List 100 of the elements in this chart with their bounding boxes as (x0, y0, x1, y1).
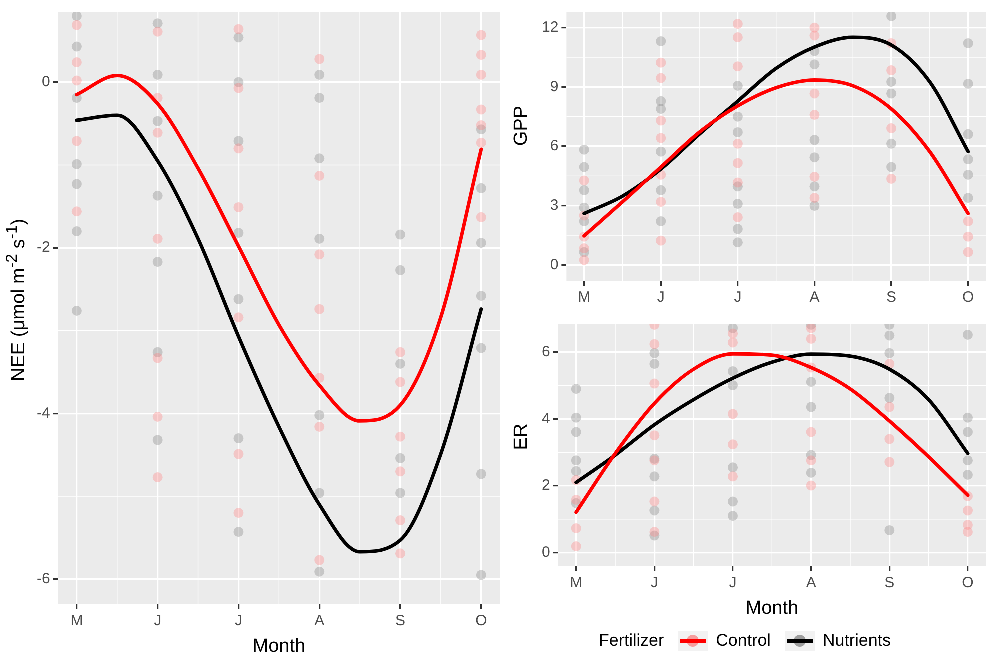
y-tick-label: 9 (550, 78, 559, 96)
point (656, 58, 666, 68)
point (806, 480, 816, 491)
point (152, 116, 163, 126)
point (806, 402, 816, 412)
y-tick-label: 12 (542, 18, 559, 36)
point (732, 80, 743, 91)
point (234, 434, 244, 444)
point (152, 70, 163, 80)
point (963, 193, 974, 204)
point (396, 377, 406, 388)
point (571, 427, 582, 438)
point (728, 409, 738, 420)
y-tick-label: -4 (36, 404, 50, 422)
point (396, 230, 406, 240)
point (728, 496, 738, 507)
point (72, 76, 82, 86)
point (476, 138, 486, 148)
y-tick-label: 0 (542, 544, 550, 561)
point (571, 541, 582, 552)
x-tick-label: J (657, 289, 665, 306)
x-tick-label: S (395, 612, 406, 630)
point (810, 60, 820, 70)
point (650, 496, 660, 507)
x-axis-title: Month (252, 636, 306, 657)
point (732, 199, 743, 210)
point (732, 224, 743, 234)
point (732, 127, 743, 138)
point (152, 472, 163, 482)
y-tick-label: -2 (36, 239, 50, 256)
point (810, 22, 820, 33)
y-tick-label: 0 (42, 74, 50, 91)
y-tick-label: 0 (550, 256, 559, 274)
point (579, 176, 590, 186)
x-tick-label: A (314, 612, 325, 630)
point (728, 380, 738, 390)
point (656, 216, 666, 226)
point (884, 434, 895, 444)
point (476, 291, 486, 302)
point (234, 527, 244, 538)
point (314, 70, 325, 80)
x-tick-label: O (476, 612, 488, 630)
x-tick-label: A (806, 574, 816, 592)
point (886, 12, 897, 22)
point (314, 170, 325, 181)
point (234, 294, 244, 304)
point (732, 158, 743, 168)
point (728, 366, 738, 376)
point (732, 178, 743, 188)
point (963, 78, 974, 89)
point (571, 384, 582, 394)
point (476, 50, 486, 60)
point (72, 159, 82, 170)
point (234, 202, 244, 212)
point (152, 435, 163, 446)
point (650, 339, 660, 350)
line-series (75, 114, 484, 554)
point (650, 527, 660, 538)
point (650, 430, 660, 441)
point (72, 20, 82, 30)
point (476, 469, 486, 480)
point (732, 212, 743, 223)
point (962, 427, 973, 438)
point (963, 247, 974, 258)
point (396, 548, 406, 559)
point (656, 236, 666, 246)
point (962, 506, 973, 516)
point (234, 449, 244, 460)
point (72, 12, 82, 22)
point (314, 304, 325, 314)
point (152, 234, 163, 244)
point (396, 359, 406, 370)
point (234, 508, 244, 518)
point (656, 197, 666, 208)
point (656, 185, 666, 196)
point (810, 152, 820, 163)
y-axis-title: GPP (511, 106, 533, 146)
point (72, 42, 82, 52)
point (656, 146, 666, 157)
point (728, 472, 738, 482)
point (728, 440, 738, 450)
x-tick-label: M (578, 289, 591, 306)
point (810, 172, 820, 182)
x-tick-label: M (570, 574, 583, 592)
x-tick-label: J (729, 574, 737, 592)
point (656, 73, 666, 84)
point (476, 238, 486, 248)
x-tick-label: S (884, 574, 895, 592)
point (884, 393, 895, 404)
point (314, 234, 325, 244)
point (886, 162, 897, 172)
point (886, 138, 897, 149)
y-tick-label: 6 (542, 344, 550, 361)
point (884, 525, 895, 536)
point (579, 162, 590, 172)
point (234, 312, 244, 323)
point (234, 144, 244, 154)
point (728, 462, 738, 473)
point (72, 58, 82, 68)
point (571, 456, 582, 466)
